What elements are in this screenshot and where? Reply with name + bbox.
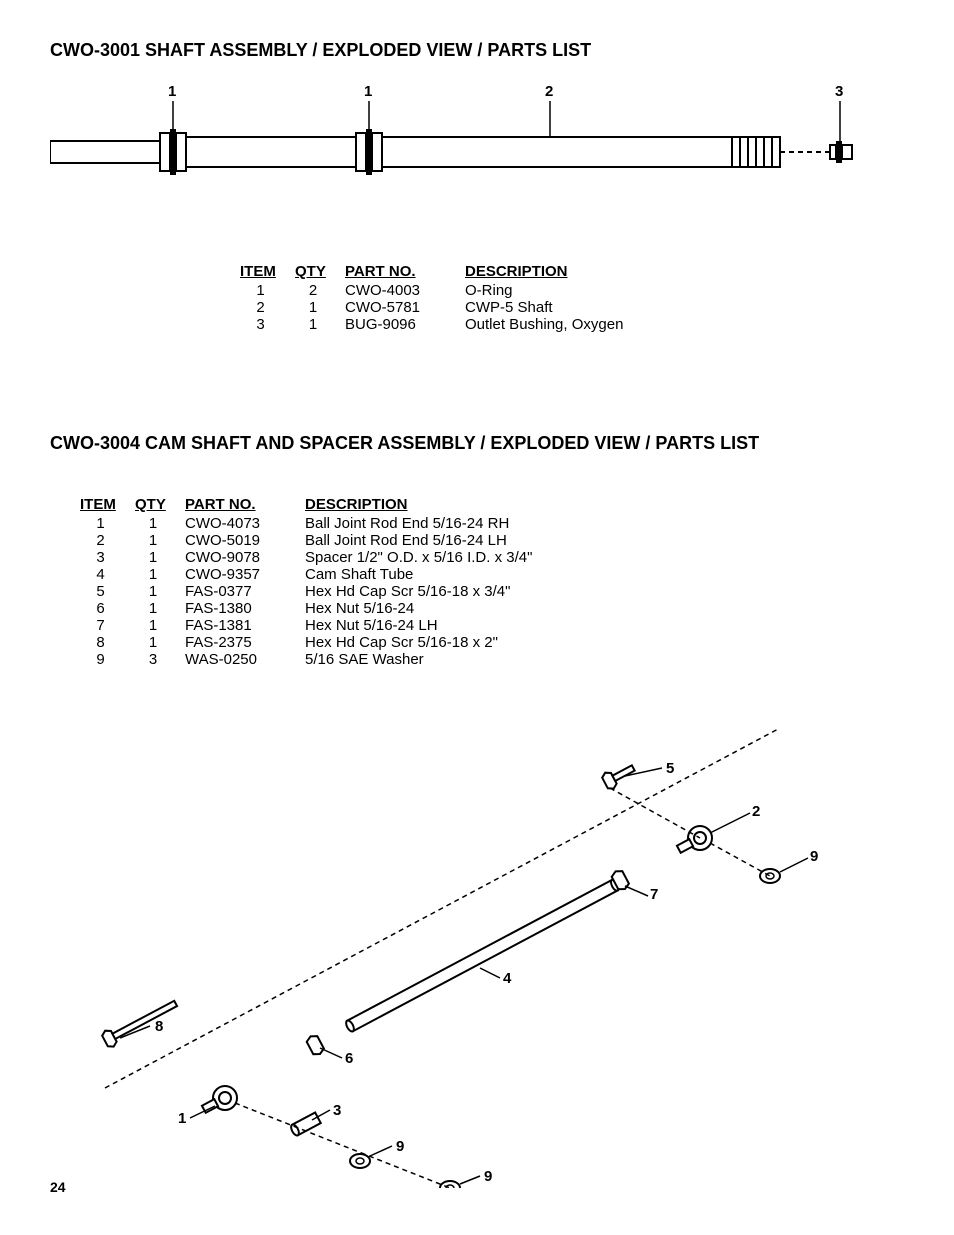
col-desc: DESCRIPTION bbox=[305, 494, 546, 515]
section-title: CWO-3001 SHAFT ASSEMBLY / EXPLODED VIEW … bbox=[50, 40, 904, 61]
callout: 9 bbox=[396, 1138, 404, 1155]
col-item: ITEM bbox=[80, 494, 135, 515]
callout: 3 bbox=[333, 1102, 341, 1119]
cell: FAS-1380 bbox=[185, 600, 305, 617]
cell: 4 bbox=[80, 566, 135, 583]
cam-shaft-diagram: 5 2 9 7 4 8 6 1 3 9 9 bbox=[50, 668, 904, 1188]
shaft-svg bbox=[50, 91, 870, 211]
callout: 2 bbox=[545, 83, 553, 100]
section-title-2: CWO-3004 CAM SHAFT AND SPACER ASSEMBLY /… bbox=[50, 433, 904, 454]
callout: 1 bbox=[178, 1110, 186, 1127]
cell: 9 bbox=[80, 651, 135, 668]
cell: 2 bbox=[240, 299, 295, 316]
col-partno: PART NO. bbox=[345, 261, 465, 282]
callout: 3 bbox=[835, 83, 843, 100]
table-row: 51FAS-0377Hex Hd Cap Scr 5/16-18 x 3/4" bbox=[80, 583, 546, 600]
cell: CWO-5019 bbox=[185, 532, 305, 549]
cell: Cam Shaft Tube bbox=[305, 566, 546, 583]
cell: 5/16 SAE Washer bbox=[305, 651, 546, 668]
cell: FAS-1381 bbox=[185, 617, 305, 634]
table-row: 81FAS-2375Hex Hd Cap Scr 5/16-18 x 2" bbox=[80, 634, 546, 651]
table-row: 41CWO-9357Cam Shaft Tube bbox=[80, 566, 546, 583]
callout: 8 bbox=[155, 1018, 163, 1035]
cam-shaft-svg bbox=[50, 668, 870, 1188]
cell: 1 bbox=[135, 634, 185, 651]
cell: CWO-4073 bbox=[185, 515, 305, 532]
cell: Hex Nut 5/16-24 LH bbox=[305, 617, 546, 634]
cell: CWP-5 Shaft bbox=[465, 299, 637, 316]
callout: 1 bbox=[168, 83, 176, 100]
cell: 1 bbox=[135, 617, 185, 634]
cell: CWO-9357 bbox=[185, 566, 305, 583]
cell: 6 bbox=[80, 600, 135, 617]
cell: WAS-0250 bbox=[185, 651, 305, 668]
col-item: ITEM bbox=[240, 261, 295, 282]
callout: 1 bbox=[364, 83, 372, 100]
cell: 3 bbox=[240, 316, 295, 333]
col-desc: DESCRIPTION bbox=[465, 261, 637, 282]
cell: 3 bbox=[80, 549, 135, 566]
cell: Ball Joint Rod End 5/16-24 LH bbox=[305, 532, 546, 549]
cell: 1 bbox=[295, 316, 345, 333]
cell: CWO-4003 bbox=[345, 282, 465, 299]
cell: 1 bbox=[135, 532, 185, 549]
parts-table-2: ITEM QTY PART NO. DESCRIPTION 11CWO-4073… bbox=[80, 494, 546, 668]
cell: O-Ring bbox=[465, 282, 637, 299]
cell: 7 bbox=[80, 617, 135, 634]
parts-table-1: ITEM QTY PART NO. DESCRIPTION 1 2 CWO-40… bbox=[240, 261, 637, 333]
cell: 1 bbox=[80, 515, 135, 532]
cell: 1 bbox=[295, 299, 345, 316]
table-row: 93WAS-02505/16 SAE Washer bbox=[80, 651, 546, 668]
cell: 1 bbox=[135, 583, 185, 600]
callout: 5 bbox=[666, 760, 674, 777]
cell: 1 bbox=[135, 549, 185, 566]
table-row: 11CWO-4073Ball Joint Rod End 5/16-24 RH bbox=[80, 515, 546, 532]
cell: Outlet Bushing, Oxygen bbox=[465, 316, 637, 333]
cell: 5 bbox=[80, 583, 135, 600]
callout: 4 bbox=[503, 970, 511, 987]
cell: 1 bbox=[135, 600, 185, 617]
cell: 8 bbox=[80, 634, 135, 651]
cell: CWO-5781 bbox=[345, 299, 465, 316]
table-row: 61FAS-1380Hex Nut 5/16-24 bbox=[80, 600, 546, 617]
cell: CWO-9078 bbox=[185, 549, 305, 566]
table-row: 71FAS-1381Hex Nut 5/16-24 LH bbox=[80, 617, 546, 634]
cell: 1 bbox=[240, 282, 295, 299]
cell: FAS-2375 bbox=[185, 634, 305, 651]
cell: 1 bbox=[135, 515, 185, 532]
cell: FAS-0377 bbox=[185, 583, 305, 600]
cell: 3 bbox=[135, 651, 185, 668]
callout: 6 bbox=[345, 1050, 353, 1067]
col-qty: QTY bbox=[135, 494, 185, 515]
cell: Hex Hd Cap Scr 5/16-18 x 3/4" bbox=[305, 583, 546, 600]
cell: Ball Joint Rod End 5/16-24 RH bbox=[305, 515, 546, 532]
cell: BUG-9096 bbox=[345, 316, 465, 333]
table-row: 31CWO-9078Spacer 1/2" O.D. x 5/16 I.D. x… bbox=[80, 549, 546, 566]
cell: 1 bbox=[135, 566, 185, 583]
callout: 9 bbox=[810, 848, 818, 865]
shaft-diagram: 1 1 2 3 bbox=[50, 91, 904, 251]
col-qty: QTY bbox=[295, 261, 345, 282]
table-row: 1 2 CWO-4003 O-Ring bbox=[240, 282, 637, 299]
table-row: 21CWO-5019Ball Joint Rod End 5/16-24 LH bbox=[80, 532, 546, 549]
col-partno: PART NO. bbox=[185, 494, 305, 515]
callout: 7 bbox=[650, 886, 658, 903]
cell: 2 bbox=[295, 282, 345, 299]
cell: Spacer 1/2" O.D. x 5/16 I.D. x 3/4" bbox=[305, 549, 546, 566]
table-row: 3 1 BUG-9096 Outlet Bushing, Oxygen bbox=[240, 316, 637, 333]
cell: Hex Hd Cap Scr 5/16-18 x 2" bbox=[305, 634, 546, 651]
table-row: 2 1 CWO-5781 CWP-5 Shaft bbox=[240, 299, 637, 316]
cell: Hex Nut 5/16-24 bbox=[305, 600, 546, 617]
callout: 2 bbox=[752, 803, 760, 820]
page-number: 24 bbox=[50, 1179, 66, 1195]
cell: 2 bbox=[80, 532, 135, 549]
callout: 9 bbox=[484, 1168, 492, 1185]
